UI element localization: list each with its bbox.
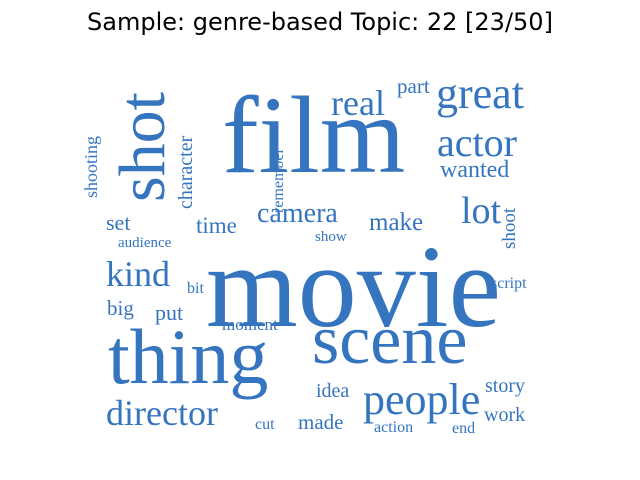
word-great: great bbox=[436, 69, 524, 118]
word-action: action bbox=[374, 419, 414, 436]
word-show: show bbox=[315, 229, 347, 245]
word-remember: remember bbox=[270, 148, 287, 213]
word-moment: moment bbox=[222, 315, 278, 334]
word-actor: actor bbox=[437, 120, 517, 165]
word-character: character bbox=[175, 135, 197, 209]
word-director: director bbox=[106, 393, 218, 433]
word-bit: bit bbox=[187, 280, 204, 297]
word-part: part bbox=[397, 74, 430, 98]
word-thing: thing bbox=[108, 313, 269, 400]
word-script: script bbox=[491, 275, 527, 292]
word-work: work bbox=[484, 404, 526, 426]
word-put: put bbox=[155, 300, 184, 325]
word-time: time bbox=[196, 213, 237, 238]
word-film: film bbox=[222, 74, 406, 196]
word-big: big bbox=[107, 296, 134, 320]
word-kind: kind bbox=[106, 254, 171, 294]
word-made: made bbox=[298, 410, 344, 434]
word-idea: idea bbox=[316, 380, 350, 402]
word-end: end bbox=[452, 420, 476, 437]
word-story: story bbox=[485, 375, 525, 397]
word-movie: movie bbox=[206, 221, 501, 352]
word-cut: cut bbox=[255, 416, 275, 433]
word-scene: scene bbox=[312, 302, 468, 379]
word-set: set bbox=[106, 210, 131, 235]
word-audience: audience bbox=[118, 235, 172, 251]
word-camera: camera bbox=[257, 198, 338, 229]
word-lot: lot bbox=[461, 190, 502, 232]
word-wanted: wanted bbox=[440, 157, 510, 183]
word-make: make bbox=[369, 209, 424, 236]
word-people: people bbox=[363, 375, 481, 424]
figure-title: Sample: genre-based Topic: 22 [23/50] bbox=[87, 8, 553, 36]
word-real: real bbox=[331, 83, 385, 123]
word-shoot: shoot bbox=[499, 207, 520, 249]
word-shot: shot bbox=[106, 91, 179, 202]
word-shooting: shooting bbox=[81, 135, 101, 198]
